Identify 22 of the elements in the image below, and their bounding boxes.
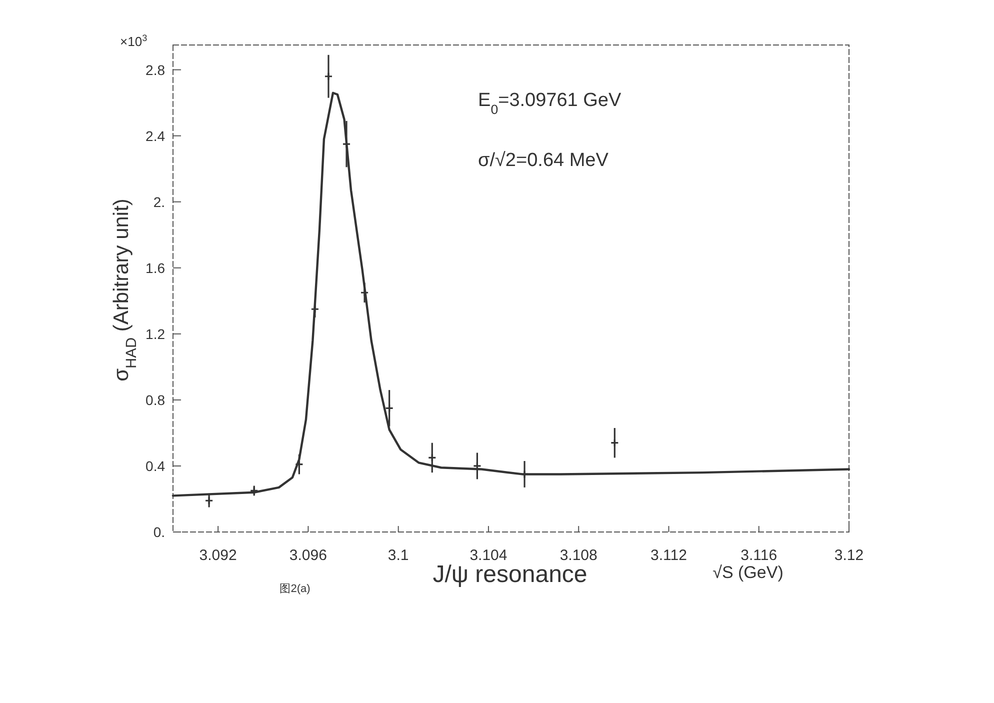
y-tick-label: 2.4	[146, 128, 166, 144]
annotation: E$_{0}$=3.09761 GeV	[478, 90, 622, 116]
x-tick-label: 3.116	[740, 547, 778, 564]
y-tick-label: 1.6	[146, 260, 166, 276]
x-tick-label: 3.12	[834, 547, 864, 564]
x-tick-label: 3.092	[199, 547, 237, 564]
y-tick-label: 1.2	[146, 326, 166, 342]
annotation: σ/√2=0.64 MeV	[478, 150, 609, 171]
x-axis-title: √S (GeV)	[712, 563, 784, 582]
y-tick-label: 2.	[153, 194, 165, 210]
x-tick-label: 3.108	[560, 547, 598, 564]
x-tick-label: 3.096	[289, 547, 327, 564]
y-tick-label: 0.4	[146, 458, 166, 474]
text: J/ψ resonance	[432, 561, 588, 588]
y-tick-label: 2.8	[146, 62, 166, 78]
y-tick-label: 0.8	[146, 392, 166, 408]
caption: 图2(a)	[280, 583, 310, 595]
text: ×10$^{3}$	[120, 33, 148, 49]
x-tick-label: 3.104	[470, 547, 508, 564]
y-tick-label: 0.	[153, 524, 165, 540]
x-tick-label: 3.1	[388, 547, 409, 564]
x-tick-label: 3.112	[650, 547, 687, 564]
